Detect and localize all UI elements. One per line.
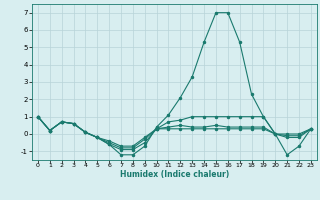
X-axis label: Humidex (Indice chaleur): Humidex (Indice chaleur) xyxy=(120,170,229,179)
